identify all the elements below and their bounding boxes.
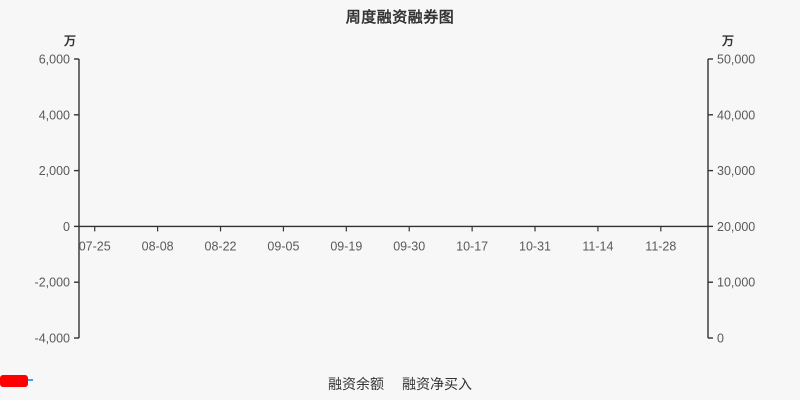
left-axis-tick-label: -2,000	[35, 276, 70, 290]
legend-item-bar[interactable]: 融资净买入	[0, 374, 472, 394]
right-axis-tick-label: 0	[717, 332, 724, 346]
left-axis-tick-label: 4,000	[39, 108, 70, 122]
x-axis-tick-label: 10-17	[456, 239, 488, 253]
x-axis-tick-label: 08-22	[205, 239, 237, 253]
left-axis-tick-label: -4,000	[35, 332, 70, 346]
right-axis-tick-label: 10,000	[717, 276, 755, 290]
left-axis-tick-label: 2,000	[39, 164, 70, 178]
chart-legend: 融资余额 融资净买入	[0, 374, 800, 394]
bar-swatch-icon	[0, 375, 28, 387]
left-axis-tick-label: 6,000	[39, 53, 70, 67]
legend-label-line: 融资余额	[328, 376, 384, 392]
right-axis-tick-label: 20,000	[717, 220, 755, 234]
x-axis-tick-label: 09-19	[330, 239, 362, 253]
left-axis-unit-label: 万	[64, 34, 77, 48]
x-axis-tick-label: 11-14	[582, 239, 613, 253]
right-axis-unit-label: 万	[722, 34, 735, 48]
x-axis-tick-label: 09-05	[267, 239, 299, 253]
chart-title: 周度融资融券图	[345, 9, 455, 26]
x-axis-tick-label: 07-25	[79, 239, 111, 253]
right-axis-tick-label: 40,000	[717, 108, 755, 122]
x-axis-tick-label: 09-30	[393, 239, 425, 253]
x-axis-tick-label: 11-28	[645, 239, 676, 253]
x-axis-tick-label: 10-31	[519, 239, 551, 253]
right-axis-tick-label: 50,000	[717, 53, 755, 67]
right-axis-tick-label: 30,000	[717, 164, 755, 178]
x-axis-tick-label: 08-08	[142, 239, 174, 253]
left-axis-tick-label: 0	[63, 220, 70, 234]
legend-label-bar: 融资净买入	[402, 376, 472, 392]
legend-item-line[interactable]: 融资余额	[1, 374, 384, 394]
